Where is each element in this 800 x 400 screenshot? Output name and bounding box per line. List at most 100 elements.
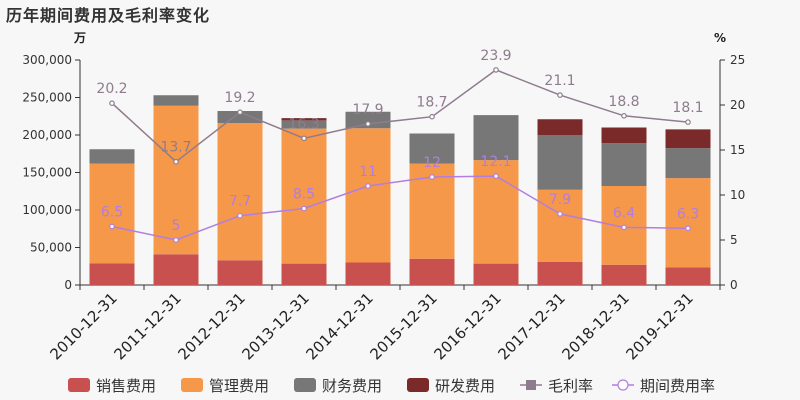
line-point — [109, 223, 115, 230]
data-label: 20.2 — [96, 81, 127, 97]
y-left-tick-label: 150,000 — [22, 166, 72, 180]
y-right-tick-label: 0 — [730, 278, 738, 292]
bar-segment — [665, 148, 711, 179]
bar-segment — [217, 260, 263, 285]
bar-segment — [153, 254, 199, 285]
bar-segment — [345, 262, 391, 285]
bar-segment — [89, 263, 135, 285]
bar-segment — [537, 119, 583, 135]
line-series — [111, 69, 689, 163]
line-point — [557, 211, 563, 217]
legend-marker — [526, 380, 536, 390]
data-label: 6.4 — [613, 205, 635, 221]
bar-segment — [281, 128, 327, 264]
y-left-tick-label: 100,000 — [22, 203, 72, 217]
x-tick-label: 2017-12-31 — [494, 289, 568, 363]
x-tick-label: 2011-12-31 — [110, 289, 184, 363]
bar-segment — [217, 123, 263, 261]
bar-segment — [537, 189, 583, 262]
data-label: 12.1 — [480, 154, 511, 170]
bar-segment — [345, 128, 391, 263]
y-right-unit: % — [714, 31, 726, 45]
bar-segment — [409, 133, 455, 164]
x-tick-label: 2015-12-31 — [366, 289, 440, 363]
line-point — [365, 121, 371, 127]
x-tick-label: 2016-12-31 — [430, 289, 504, 363]
data-label: 21.1 — [544, 73, 575, 89]
x-tick-label: 2012-12-31 — [174, 289, 248, 363]
bar-segment — [409, 258, 455, 285]
bar-segment — [537, 261, 583, 285]
legend-swatch — [407, 378, 429, 392]
bar-segment — [665, 129, 711, 149]
y-right-tick-label: 25 — [730, 53, 745, 67]
legend-label: 销售费用 — [96, 377, 156, 395]
bar-segment — [153, 105, 199, 255]
line-point — [493, 173, 499, 179]
line-point — [493, 67, 499, 73]
data-label: 7.9 — [549, 192, 571, 208]
data-label: 18.7 — [416, 95, 447, 111]
y-left-tick-label: 50,000 — [30, 241, 72, 255]
y-left-unit: 万 — [73, 31, 86, 45]
x-tick-label: 2014-12-31 — [302, 289, 376, 363]
bar-segment — [281, 118, 327, 121]
bar-segment — [153, 95, 199, 106]
data-label: 11 — [359, 164, 377, 180]
data-label: 23.9 — [480, 48, 511, 64]
bar-segment — [281, 263, 327, 285]
y-left-tick-label: 200,000 — [22, 128, 72, 142]
legend-label: 研发费用 — [435, 377, 495, 395]
bar-segment — [473, 263, 519, 285]
data-label: 18.8 — [608, 94, 639, 110]
data-label: 8.5 — [293, 187, 315, 203]
x-tick-label: 2010-12-31 — [46, 289, 120, 363]
y-right-tick-label: 10 — [730, 188, 745, 202]
legend-swatch — [68, 378, 90, 392]
line-point — [173, 237, 179, 243]
legend-label: 期间费用率 — [640, 377, 715, 395]
bar-segment — [601, 264, 647, 285]
bar-segment — [89, 163, 135, 264]
bar-segment — [473, 115, 519, 161]
bar-segment — [665, 178, 711, 268]
line-point — [557, 92, 563, 98]
line-point — [429, 174, 435, 180]
legend-swatch — [294, 378, 316, 392]
bar-segment — [345, 111, 391, 129]
line-point — [429, 113, 435, 120]
legend-label: 财务费用 — [322, 377, 382, 395]
bar-segment — [537, 135, 583, 190]
x-tick-label: 2013-12-31 — [238, 289, 312, 363]
y-right-tick-label: 20 — [730, 98, 745, 112]
line-point — [685, 225, 691, 232]
data-label: 19.2 — [224, 90, 255, 106]
line-point — [301, 135, 307, 142]
line-point — [173, 158, 179, 165]
legend-label: 管理费用 — [209, 377, 269, 395]
y-right-tick-label: 5 — [730, 233, 738, 247]
y-left-tick-label: 0 — [64, 278, 72, 292]
data-label: 12 — [423, 155, 441, 171]
data-label: 13.7 — [160, 140, 191, 156]
line-point — [621, 224, 627, 231]
data-label: 6.5 — [101, 205, 123, 221]
y-left-tick-label: 300,000 — [22, 53, 72, 67]
data-label: 18.1 — [672, 100, 703, 116]
line-series — [111, 175, 689, 241]
bar-segment — [601, 143, 647, 186]
bar-segment — [281, 120, 327, 129]
legend-label: 毛利率 — [548, 377, 593, 395]
data-label: 7.7 — [229, 194, 251, 210]
chart-title: 历年期间费用及毛利率变化 — [6, 6, 211, 25]
legend-marker — [617, 379, 629, 391]
y-right-tick-label: 15 — [730, 143, 745, 157]
x-tick-label: 2019-12-31 — [622, 289, 696, 363]
bar-segment — [601, 127, 647, 144]
line-point — [301, 205, 307, 212]
bar-segment — [665, 267, 711, 285]
line-point — [621, 113, 627, 119]
data-label: 17.9 — [352, 102, 383, 118]
bar-segment — [89, 149, 135, 164]
legend-swatch — [181, 378, 203, 392]
